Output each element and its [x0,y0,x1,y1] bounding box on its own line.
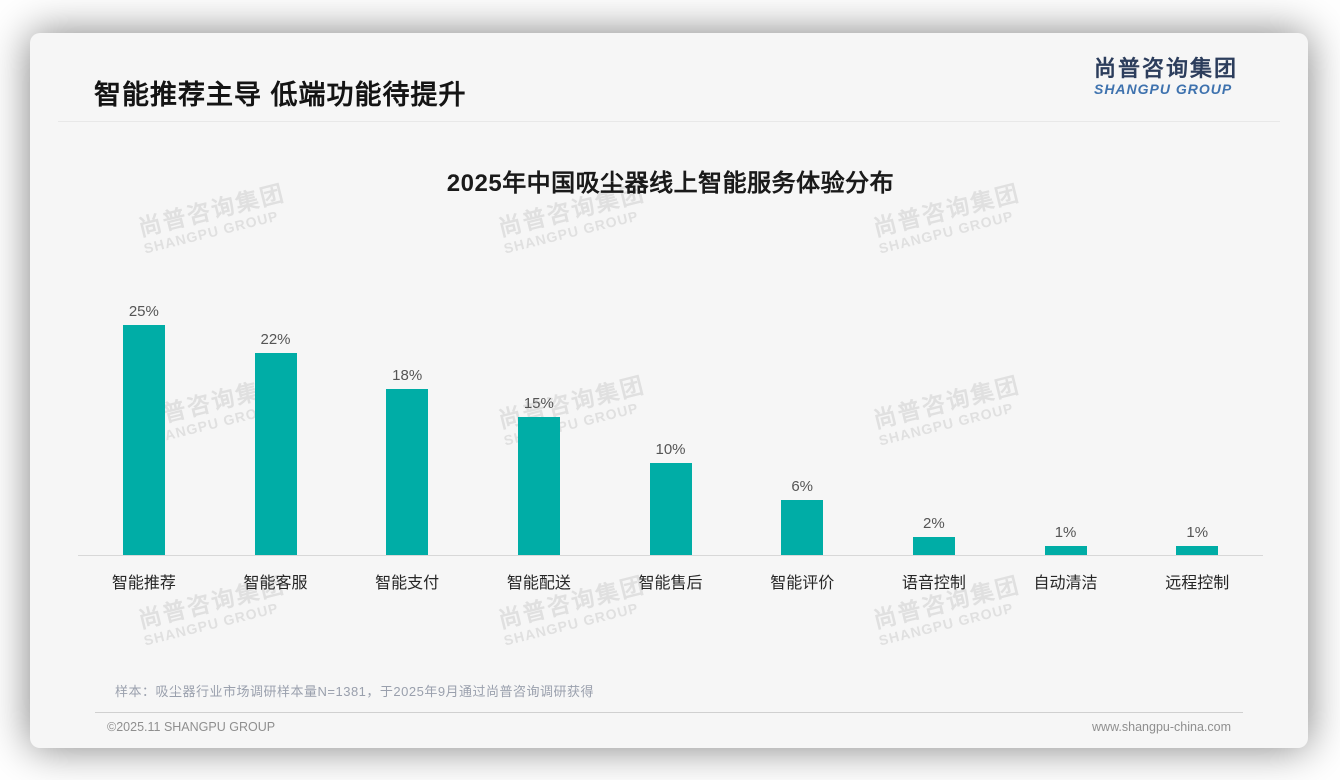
logo-english-name: SHANGPU GROUP [1093,81,1233,98]
company-logo: 尚普咨询集团 SHANGPU GROUP [1094,56,1238,97]
bar-slot: 18% [341,367,473,555]
category-label: 智能客服 [243,575,308,592]
bar-slot: 1% [1000,524,1132,555]
bar-value-label: 25% [128,303,159,320]
category-label: 远程控制 [1165,575,1230,592]
slide-header: 智能推荐主导 低端功能待提升 尚普咨询集团 SHANGPU GROUP [30,33,1308,122]
category-label: 智能支付 [375,575,440,592]
category-label: 智能评价 [770,575,835,592]
bar [517,417,560,555]
chart-title: 2025年中国吸尘器线上智能服务体验分布 [446,170,895,197]
bar [386,389,429,555]
category-label: 智能配送 [506,575,571,592]
category-label: 语音控制 [901,575,966,592]
bar-slot: 15% [473,395,605,555]
bar-slot: 6% [736,478,868,555]
bar-value-label: 1% [1054,523,1077,541]
bar-value-label: 2% [923,514,945,532]
category-label: 自动清洁 [1033,575,1098,592]
watermark-english: SHANGPU GROUP [142,600,281,650]
bar-value-label: 22% [260,330,291,348]
bar [912,536,955,555]
slide-card: 尚普咨询集团 SHANGPU GROUP 尚普咨询集团 SHANGPU GROUP 尚普… [30,33,1308,748]
bar-value-label: 15% [523,395,554,412]
sample-note: 样本：吸尘器行业市场调研样本量N=1381，于2025年9月通过尚普咨询调研获得 [115,684,595,699]
slide-footer: ©2025.11 SHANGPU GROUP www.shangpu-china… [95,712,1243,734]
bar-chart: 2025年中国吸尘器线上智能服务体验分布 25% 22% 18% 15% 10% 6% 2%… [78,163,1263,593]
bar-value-label: 6% [791,477,814,495]
bar [1044,545,1087,555]
bar [254,352,297,555]
watermark-english: SHANGPU GROUP [502,600,641,650]
bar-value-label: 18% [392,367,423,385]
category-label: 智能推荐 [111,575,176,592]
bar-value-label: 1% [1186,523,1209,541]
logo-chinese-name: 尚普咨询集团 [1093,56,1238,81]
bar-slot: 2% [868,515,1000,555]
watermark-english: SHANGPU GROUP [877,600,1016,650]
website-text: www.shangpu-china.com [1092,720,1231,734]
chart-category-labels: 智能推荐 智能客服 智能支付 智能配送 智能售后 智能评价 语音控制 自动清洁 远程控制 [78,556,1263,593]
bar-slot: 10% [605,441,737,555]
bar [781,499,824,555]
chart-plot-area: 25% 22% 18% 15% 10% 6% 2% 1% 1% [78,208,1263,556]
page-title: 智能推荐主导 低端功能待提升 [94,80,467,110]
category-label: 智能售后 [638,575,703,592]
bar [122,325,165,555]
bar-value-label: 10% [655,441,686,458]
header-divider [58,121,1280,122]
copyright-text: ©2025.11 SHANGPU GROUP [107,720,276,734]
bar-slot: 25% [78,303,210,555]
bar-slot: 1% [1131,524,1263,555]
bar [1176,545,1219,555]
bar [649,463,692,555]
bar-slot: 22% [210,331,342,555]
